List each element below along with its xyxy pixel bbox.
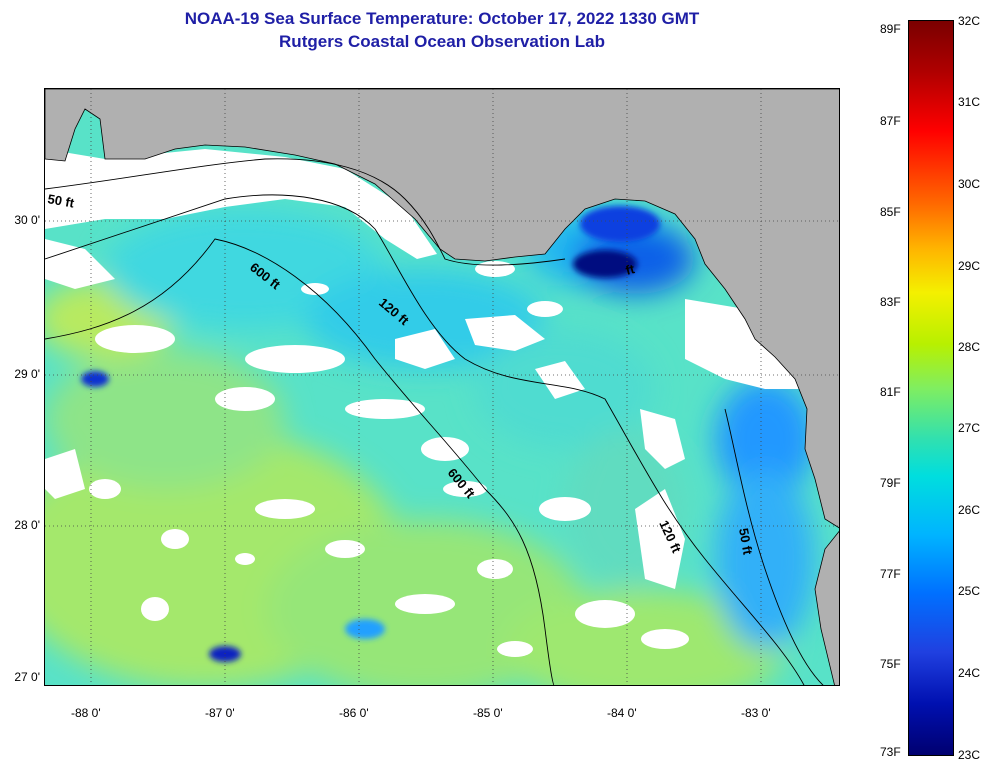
colorbar-f-81: 81F [880, 385, 901, 399]
lat-lon-grid [45, 89, 839, 685]
colorbar-f-75: 75F [880, 657, 901, 671]
colorbar-c-31: 31C [958, 95, 981, 109]
lat-label-30: 30 0' [14, 213, 40, 227]
cloud-mask [45, 149, 805, 657]
colorbar-c-23: 23C [958, 748, 981, 762]
colorbar [908, 20, 954, 756]
sst-map: 50 ft 120 ft 600 ft 600 ft 120 ft 50 ft … [44, 88, 840, 686]
lon-label-84: -84 0' [607, 706, 637, 720]
lon-label-83: -83 0' [741, 706, 771, 720]
colorbar-c-29: 29C [958, 259, 981, 273]
land [45, 89, 839, 685]
contour-50ft-east [724, 408, 824, 685]
colorbar-f-83: 83F [880, 295, 901, 309]
colorbar-f-79: 79F [880, 476, 901, 490]
lat-label-29: 29 0' [14, 367, 40, 381]
contour-label-50ft-west: 50 ft [46, 191, 76, 211]
colorbar-gradient [908, 20, 954, 756]
colorbar-c-27: 27C [958, 421, 981, 435]
colorbar-f-87: 87F [880, 114, 901, 128]
sst-map-svg: 50 ft 120 ft 600 ft 600 ft 120 ft 50 ft … [45, 89, 839, 685]
lon-label-88: -88 0' [71, 706, 101, 720]
contour-120ft [45, 194, 805, 685]
lat-label-27: 27 0' [14, 670, 40, 684]
colorbar-f-89: 89F [880, 22, 901, 36]
colorbar-f-85: 85F [880, 205, 901, 219]
lon-label-87: -87 0' [205, 706, 235, 720]
colorbar-f-77: 77F [880, 567, 901, 581]
map-title: NOAA-19 Sea Surface Temperature: October… [184, 9, 700, 28]
lon-label-86: -86 0' [339, 706, 369, 720]
contour-label-50ft-east: 50 ft [736, 527, 756, 557]
colorbar-c-32: 32C [958, 14, 981, 28]
depth-contours [45, 158, 824, 685]
colorbar-c-24: 24C [958, 666, 981, 680]
contour-50ft [45, 158, 566, 266]
sst-cold-spots [81, 206, 660, 662]
contour-600ft [45, 238, 555, 685]
colorbar-c-30: 30C [958, 177, 981, 191]
lat-label-28: 28 0' [14, 518, 40, 532]
colorbar-c-25: 25C [958, 584, 981, 598]
map-subtitle: Rutgers Coastal Ocean Observation Lab [279, 32, 605, 51]
colorbar-c-28: 28C [958, 340, 981, 354]
lon-label-85: -85 0' [473, 706, 503, 720]
colorbar-f-73: 73F [880, 745, 901, 759]
colorbar-c-26: 26C [958, 503, 981, 517]
